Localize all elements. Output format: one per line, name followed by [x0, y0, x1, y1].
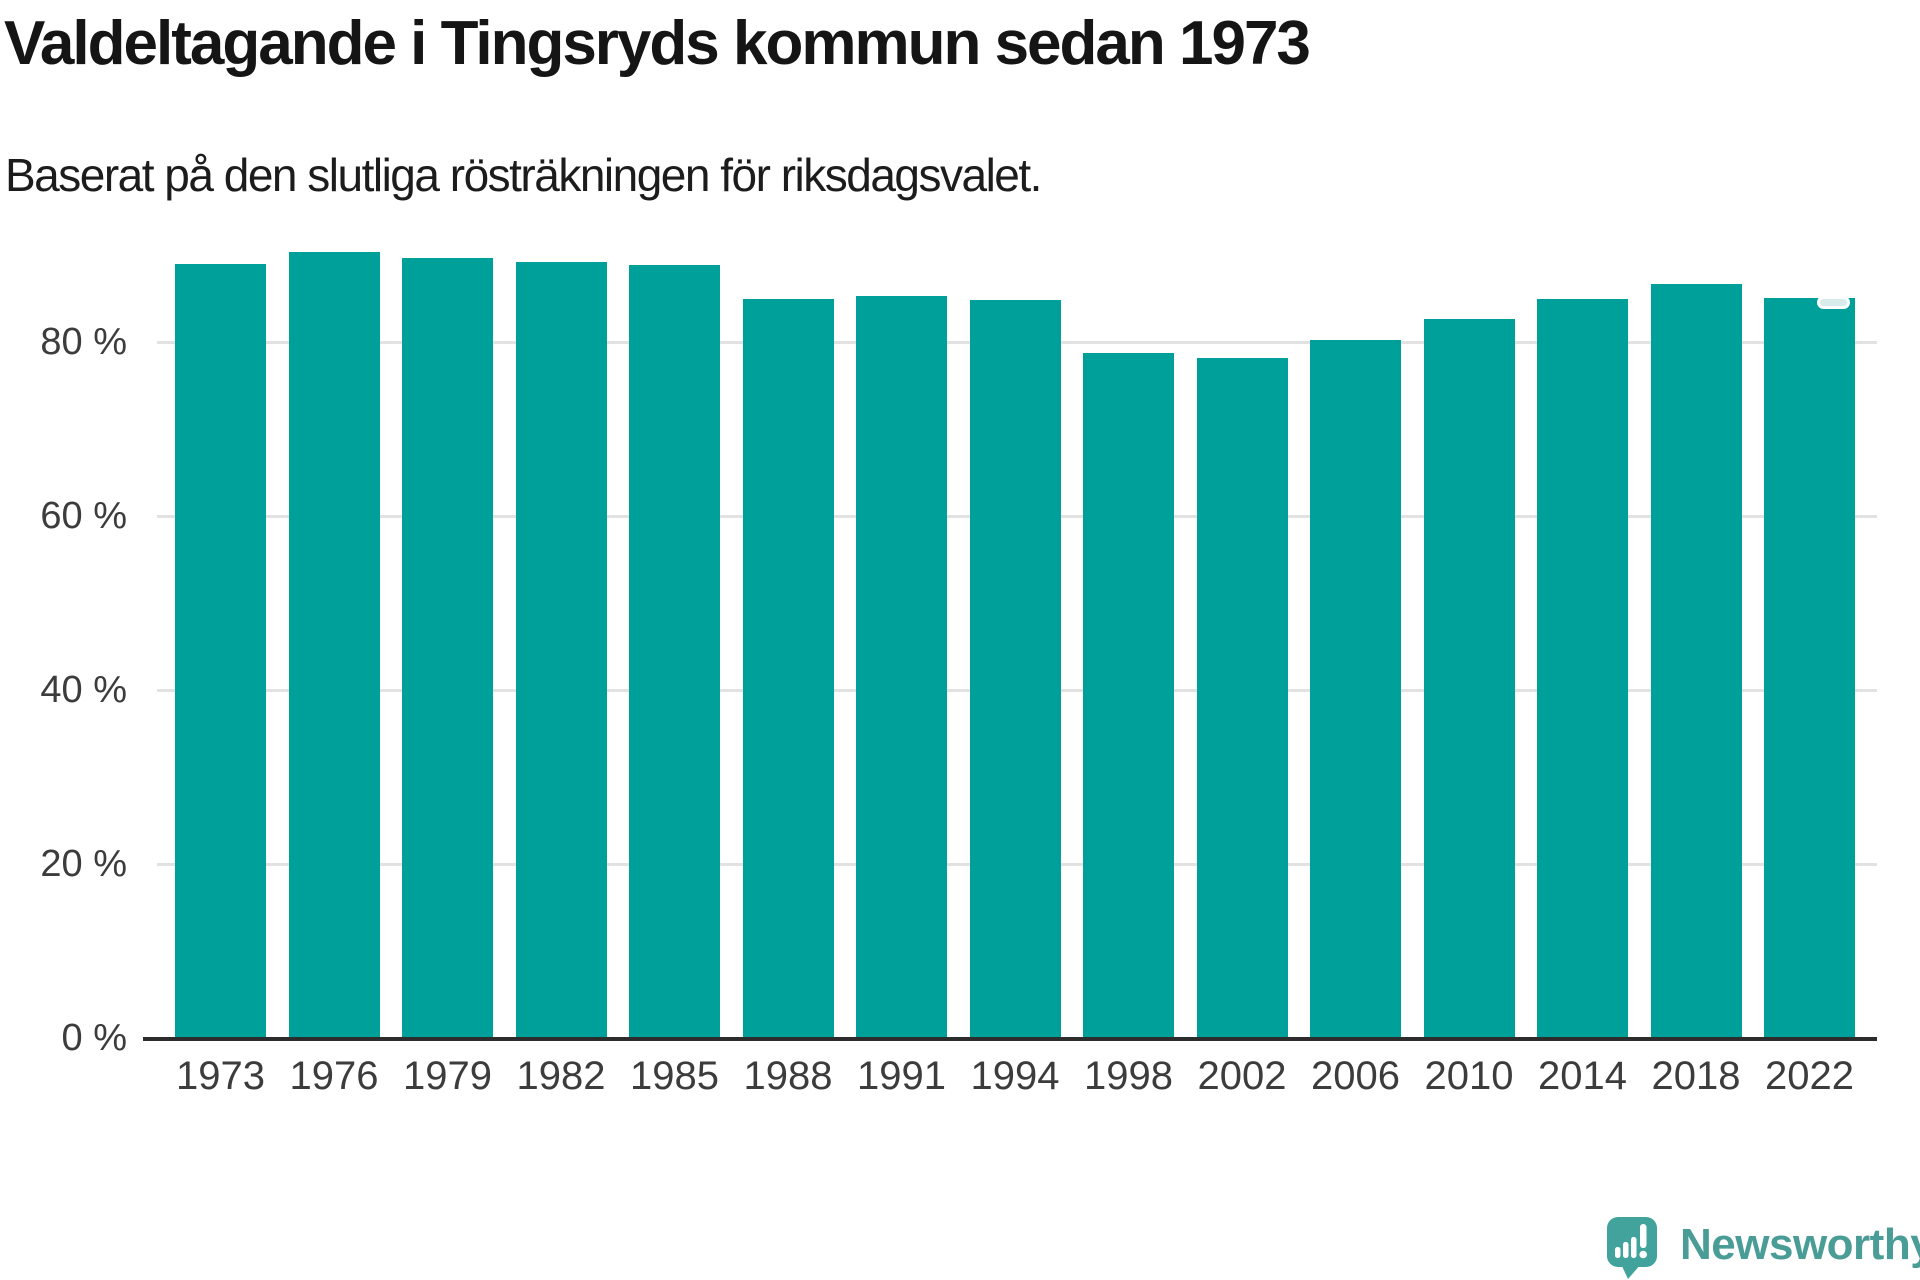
x-axis-label-2018: 2018	[1651, 1054, 1741, 1098]
bar-1991	[856, 295, 947, 1038]
y-axis-tick-label-0: 0 %	[61, 1017, 127, 1059]
x-axis-label-1982: 1982	[516, 1054, 606, 1098]
bar-2018	[1650, 283, 1742, 1038]
x-axis-label-1979: 1979	[403, 1054, 492, 1098]
x-axis-label-2010: 2010	[1424, 1054, 1514, 1098]
bar-2006	[1310, 340, 1401, 1038]
bar-2022	[1764, 295, 1855, 1038]
chart-title: Valdeltagande i Tingsryds kommun sedan 1…	[4, 9, 1311, 78]
x-axis-label-1976: 1976	[289, 1054, 379, 1098]
x-axis-label-2002: 2002	[1197, 1054, 1287, 1098]
bar-1988	[742, 299, 834, 1038]
y-axis-tick-label-20: 20 %	[40, 843, 127, 885]
y-axis-tick-label-80: 80 %	[40, 321, 127, 363]
exclamation-dot	[1639, 1250, 1647, 1259]
x-axis-label-1991: 1991	[857, 1054, 946, 1098]
x-axis-label-2022: 2022	[1765, 1054, 1854, 1098]
x-axis-label-1988: 1988	[743, 1054, 833, 1098]
mini-bar-2	[1623, 1242, 1629, 1258]
speech-bubble-tail	[1621, 1264, 1641, 1279]
newsworthy-speech-bubble-icon	[1607, 1217, 1657, 1279]
x-axis-label-2014: 2014	[1538, 1054, 1627, 1098]
bar-2010	[1423, 319, 1515, 1038]
x-axis-label-1994: 1994	[970, 1054, 1060, 1098]
x-axis-label-1973: 1973	[176, 1054, 265, 1098]
exclamation-bar	[1640, 1224, 1647, 1248]
bar-1985	[629, 264, 720, 1038]
bar-1998	[1083, 353, 1174, 1038]
chart-subtitle: Baserat på den slutliga rösträkningen fö…	[5, 149, 1042, 201]
bar-1973	[175, 263, 266, 1038]
highlight-marker	[1817, 295, 1850, 309]
bar-2014	[1537, 299, 1628, 1038]
bar-1982	[515, 261, 607, 1038]
bar-1976	[288, 252, 380, 1038]
x-axis-line	[143, 1037, 1877, 1041]
y-axis-tick-label-60: 60 %	[40, 495, 127, 537]
x-axis-label-2006: 2006	[1311, 1054, 1400, 1098]
x-axis-label-1985: 1985	[630, 1054, 719, 1098]
bar-2002	[1196, 357, 1288, 1038]
bar-1994	[969, 300, 1061, 1038]
mini-bar-3	[1631, 1237, 1637, 1258]
newsworthy-logo: Newsworthy	[1606, 1216, 1920, 1280]
x-axis-label-1998: 1998	[1084, 1054, 1173, 1098]
newsworthy-logo-text: Newsworthy	[1680, 1220, 1920, 1269]
bar-1979	[402, 257, 493, 1038]
mini-bar-1	[1615, 1247, 1621, 1258]
y-axis-tick-label-40: 40 %	[40, 669, 127, 711]
